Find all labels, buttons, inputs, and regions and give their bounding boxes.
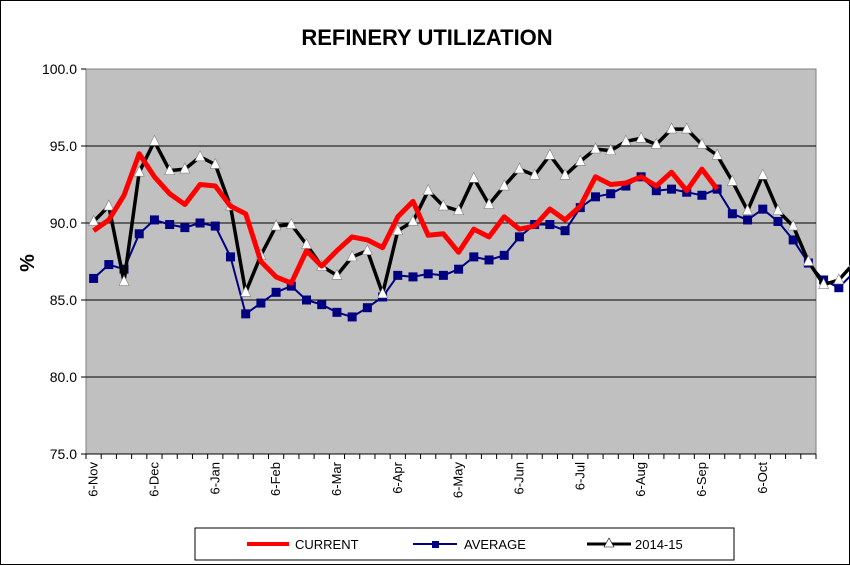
x-tick-label: 6-Dec [146, 462, 161, 497]
data-point [196, 219, 205, 228]
x-tick-label: 6-Jan [207, 462, 222, 495]
data-point [606, 189, 615, 198]
x-tick-label: 6-May [451, 462, 466, 499]
data-point [104, 260, 113, 269]
legend-label-average: AVERAGE [464, 537, 526, 552]
data-point [348, 312, 357, 321]
chart-title: REFINERY UTILIZATION [301, 25, 552, 50]
data-point [393, 271, 402, 280]
data-point [241, 309, 250, 318]
data-point [545, 220, 554, 229]
y-tick-label: 95.0 [50, 138, 77, 154]
x-tick-label: 6-Mar [329, 461, 344, 496]
y-tick-label: 80.0 [50, 369, 77, 385]
x-tick-label: 6-Apr [390, 461, 405, 493]
data-point [697, 191, 706, 200]
data-point [500, 251, 509, 260]
y-tick-label: 100.0 [42, 61, 77, 77]
data-point [469, 252, 478, 261]
legend: CURRENT AVERAGE 2014-15 [195, 528, 734, 560]
y-tick-label: 75.0 [50, 446, 77, 462]
data-point [256, 299, 265, 308]
x-tick-label: 6-Aug [633, 462, 648, 497]
x-tick-label: 6-Sep [694, 462, 709, 497]
data-point [773, 217, 782, 226]
x-tick-label: 6-Nov [86, 462, 101, 497]
legend-label-2014-15: 2014-15 [635, 537, 683, 552]
data-point [454, 265, 463, 274]
x-tick-label: 6-Jul [572, 462, 587, 490]
data-point [439, 271, 448, 280]
data-point [272, 288, 281, 297]
legend-marker-average [432, 541, 439, 548]
data-point [302, 296, 311, 305]
data-point [332, 308, 341, 317]
y-tick-label: 85.0 [50, 292, 77, 308]
data-point [561, 226, 570, 235]
data-point [363, 303, 372, 312]
data-point [485, 255, 494, 264]
y-axis-label: % [17, 254, 39, 272]
data-point [89, 274, 98, 283]
data-point [150, 215, 159, 224]
data-point [424, 269, 433, 278]
data-point [758, 205, 767, 214]
data-point [667, 185, 676, 194]
x-tick-label: 6-Jun [511, 462, 526, 495]
data-point [834, 283, 843, 292]
data-point [211, 222, 220, 231]
x-axis-ticks: 6-Nov 6-Dec 6-Jan 6-Feb 6-Mar 6-Apr 6-May 6-Jun… [86, 454, 816, 498]
data-point [317, 300, 326, 309]
x-tick-label: 6-Oct [755, 462, 770, 494]
legend-label-current: CURRENT [295, 537, 359, 552]
data-point [408, 272, 417, 281]
data-point [226, 252, 235, 261]
y-tick-label: 90.0 [50, 215, 77, 231]
data-point [180, 223, 189, 232]
y-axis-ticks: 75.0 80.0 85.0 90.0 95.0 100.0 [42, 61, 86, 462]
data-point [165, 220, 174, 229]
data-point [728, 209, 737, 218]
data-point [135, 229, 144, 238]
plot-area [86, 69, 816, 454]
x-tick-label: 6-Feb [268, 462, 283, 496]
data-point [743, 215, 752, 224]
data-point [515, 232, 524, 241]
data-point [591, 192, 600, 201]
